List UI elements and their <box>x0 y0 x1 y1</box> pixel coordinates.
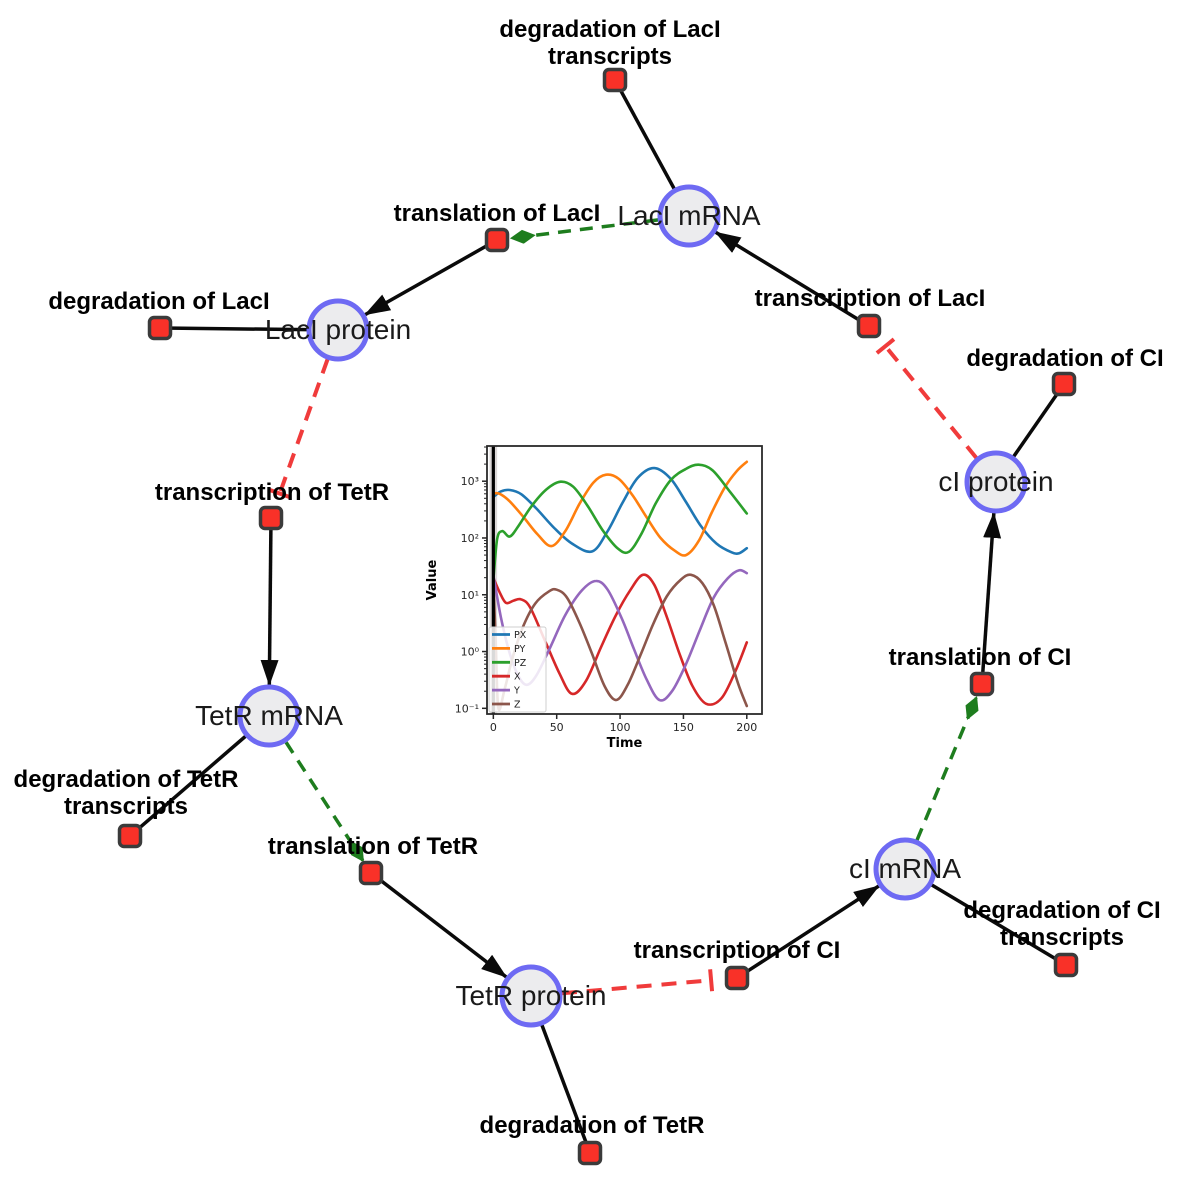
x-tick-label: 50 <box>550 721 564 734</box>
species-label-laci-mrna: LacI mRNA <box>617 200 760 231</box>
edge-product-tl-laci-to-laci-protein <box>364 244 488 317</box>
reaction-node-tx-ci[interactable] <box>724 965 750 991</box>
simulation-plot: 0 50 100 150 200 10⁻¹ 10⁰ 10¹ 10² 10³ Time Value PX P… <box>424 434 776 766</box>
reaction-label-deg-laci-tx-line1: transcripts <box>548 43 672 70</box>
reaction-label-tx-laci-line0: transcription of LacI <box>755 285 986 312</box>
edge-product-tl-tetr-to-tetr-protein <box>379 878 508 979</box>
y-tick-label: 10⁻¹ <box>455 702 479 715</box>
y-tick-label: 10² <box>461 532 479 545</box>
inhibition-tbar-icon-tx-tetr <box>268 487 291 500</box>
x-tick-label: 100 <box>610 721 631 734</box>
legend-label-PZ: PZ <box>514 658 527 669</box>
legend-label-PX: PX <box>514 630 527 641</box>
x-tick-label: 150 <box>673 721 694 734</box>
inhibition-tbar-icon-tx-ci <box>708 969 715 992</box>
x-axis-title: Time <box>607 736 643 751</box>
edge-modifier-tetr-mrna-to-tl-tetr <box>284 741 365 863</box>
legend-label-PY: PY <box>514 644 526 655</box>
reaction-label-deg-laci-tx-line0: degradation of LacI <box>499 16 720 43</box>
reaction-label-deg-ci-line0: degradation of CI <box>966 345 1163 372</box>
reaction-node-tl-ci[interactable] <box>969 671 995 697</box>
legend-label-Y: Y <box>513 686 520 697</box>
y-axis-title: Value <box>425 559 440 600</box>
edge-inhibition-laci-protein-to-tx-tetr <box>277 358 330 495</box>
reaction-label-deg-tetr-line0: degradation of TetR <box>480 1112 705 1139</box>
series-line-PX <box>492 466 749 555</box>
edge-consumption-laci-mrna-to-deg-laci-tx <box>619 89 676 190</box>
reaction-label-tl-ci-line0: translation of CI <box>889 644 1072 671</box>
nodes-layer <box>117 67 1079 1166</box>
reaction-label-tx-tetr-line0: transcription of TetR <box>155 479 389 506</box>
species-label-tetr-protein: TetR protein <box>456 980 607 1011</box>
edge-product-tx-laci-to-laci-mrna <box>714 230 860 322</box>
species-node-ci-protein[interactable] <box>964 450 1028 514</box>
edge-product-tx-ci-to-ci-mrna <box>746 884 880 973</box>
x-tick-label: 200 <box>736 721 757 734</box>
edge-modifier-ci-mrna-to-tl-ci <box>915 696 979 842</box>
series-line-PY <box>492 460 749 557</box>
y-tick-label: 10³ <box>461 475 479 488</box>
reaction-label-deg-laci-line0: degradation of LacI <box>48 288 269 315</box>
inhibition-tbar-icon-tx-laci <box>875 337 896 355</box>
edge-product-tx-tetr-to-tetr-mrna <box>260 529 279 687</box>
plot-axes-box <box>486 445 763 715</box>
species-label-laci-protein: LacI protein <box>265 314 411 345</box>
series-line-X <box>492 573 749 706</box>
reaction-label-deg-ci-tx-line0: degradation of CI <box>963 897 1160 924</box>
labels-layer: degradation of LacItranscriptstranslatio… <box>14 16 1164 1139</box>
reaction-node-deg-ci[interactable] <box>1051 371 1077 397</box>
y-tick-label: 10⁰ <box>461 646 480 659</box>
species-label-ci-mrna: cI mRNA <box>849 853 961 884</box>
legend-label-X: X <box>514 672 521 683</box>
reaction-node-deg-tetr-tx[interactable] <box>117 823 143 849</box>
reaction-label-tl-tetr-line0: translation of TetR <box>268 833 478 860</box>
reaction-label-deg-ci-tx-line1: transcripts <box>1000 924 1124 951</box>
reaction-node-tl-tetr[interactable] <box>358 860 384 886</box>
reaction-label-tx-ci-line0: transcription of CI <box>634 937 841 964</box>
reaction-node-deg-tetr[interactable] <box>577 1140 603 1166</box>
edge-modifier-laci-mrna-to-tl-laci <box>509 218 659 244</box>
reaction-node-deg-laci-tx[interactable] <box>602 67 628 93</box>
reaction-label-tl-laci-line0: translation of LacI <box>394 200 601 227</box>
edge-product-tl-ci-to-ci-protein <box>981 511 1002 673</box>
reaction-node-tx-tetr[interactable] <box>258 505 284 531</box>
species-label-tetr-mrna: TetR mRNA <box>195 700 343 731</box>
edge-consumption-tetr-mrna-to-deg-tetr-tx <box>137 734 247 830</box>
y-tick-label: 10¹ <box>461 589 479 602</box>
edge-consumption-ci-mrna-to-deg-ci-tx <box>930 883 1057 961</box>
reaction-label-deg-tetr-tx-line0: degradation of TetR <box>14 766 239 793</box>
edges-layer <box>137 89 1059 1143</box>
species-node-ci-mrna[interactable] <box>873 837 937 901</box>
reaction-label-deg-tetr-tx-line1: transcripts <box>64 793 188 820</box>
reaction-node-deg-ci-tx[interactable] <box>1053 952 1079 978</box>
reaction-node-tl-laci[interactable] <box>484 227 510 253</box>
edge-consumption-tetr-protein-to-deg-tetr <box>540 1024 588 1143</box>
species-node-laci-protein[interactable] <box>306 298 370 362</box>
series-line-PZ <box>492 463 749 582</box>
legend-label-Z: Z <box>514 700 521 711</box>
edge-inhibition-ci-protein-to-tx-laci <box>883 344 978 460</box>
edge-consumption-ci-protein-to-deg-ci <box>1012 392 1059 458</box>
species-node-tetr-protein[interactable] <box>499 964 563 1028</box>
species-label-ci-protein: cI protein <box>938 466 1053 497</box>
species-node-laci-mrna[interactable] <box>657 184 721 248</box>
x-tick-label: 0 <box>490 721 497 734</box>
edge-consumption-laci-protein-to-deg-laci <box>171 326 308 332</box>
reaction-node-deg-laci[interactable] <box>147 315 173 341</box>
plot-background <box>424 434 776 766</box>
reaction-node-tx-laci[interactable] <box>856 313 882 339</box>
species-node-tetr-mrna[interactable] <box>237 684 301 748</box>
